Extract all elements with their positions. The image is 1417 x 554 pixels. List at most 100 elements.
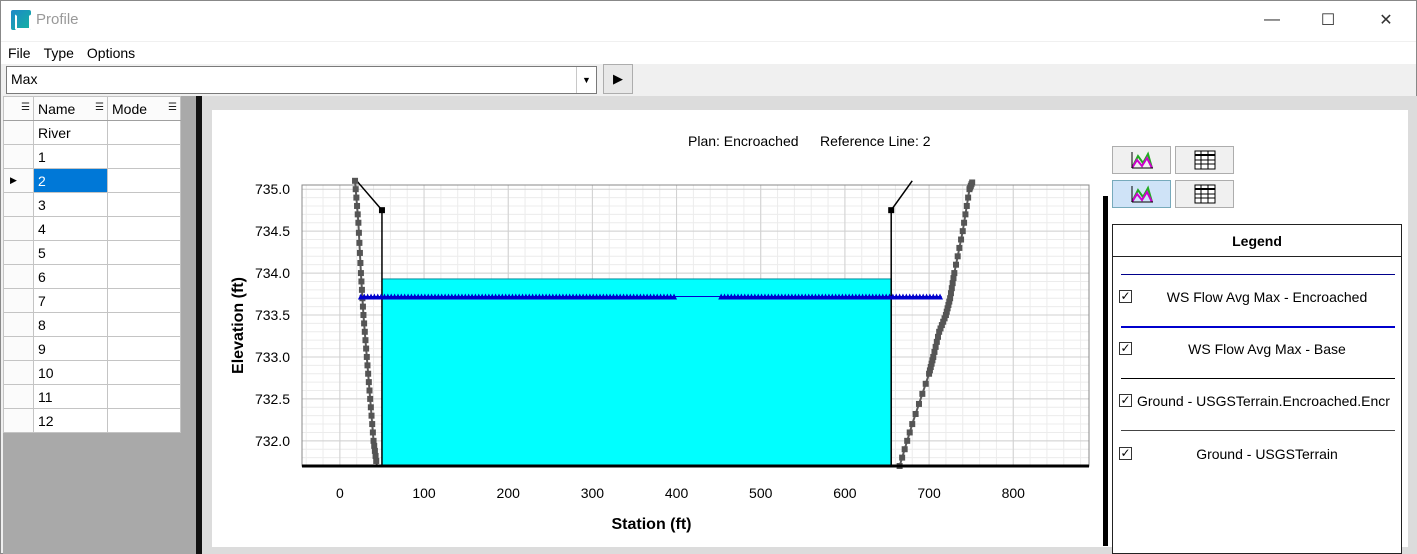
row-header[interactable] bbox=[3, 312, 34, 337]
cell-mode[interactable] bbox=[107, 408, 181, 433]
table-row[interactable]: ▶ 2 bbox=[3, 168, 181, 193]
table-row[interactable]: 10 bbox=[3, 360, 181, 385]
row-header[interactable] bbox=[3, 216, 34, 241]
cell-name[interactable]: 2 bbox=[33, 168, 108, 193]
cell-name[interactable]: 12 bbox=[33, 408, 108, 433]
ground-terrain-point bbox=[369, 421, 376, 428]
cell-name[interactable]: 7 bbox=[33, 288, 108, 313]
table-view-button[interactable] bbox=[1175, 146, 1234, 174]
current-row-icon: ▶ bbox=[10, 175, 17, 185]
chevron-down-icon[interactable]: ▼ bbox=[576, 67, 596, 93]
table-row[interactable]: River bbox=[3, 120, 181, 145]
table-view-button-secondary[interactable] bbox=[1175, 180, 1234, 208]
y-tick-label: 735.0 bbox=[255, 181, 290, 197]
cell-name[interactable]: 3 bbox=[33, 192, 108, 217]
legend-label: Ground - USGSTerrain.Encroached.Encr bbox=[1137, 393, 1390, 409]
cell-mode[interactable] bbox=[107, 336, 181, 361]
row-header[interactable] bbox=[3, 120, 34, 145]
cell-name[interactable]: 1 bbox=[33, 144, 108, 169]
column-header-name[interactable]: Name ☰ bbox=[33, 96, 108, 121]
x-tick-label: 0 bbox=[336, 485, 344, 501]
cell-mode[interactable] bbox=[107, 360, 181, 385]
cell-mode[interactable] bbox=[107, 264, 181, 289]
cell-name[interactable]: 6 bbox=[33, 264, 108, 289]
row-header[interactable] bbox=[3, 384, 34, 409]
cell-mode[interactable] bbox=[107, 168, 181, 193]
profile-select[interactable]: Max ▼ bbox=[6, 66, 597, 94]
y-tick-label: 734.0 bbox=[255, 265, 290, 281]
panel-splitter[interactable] bbox=[196, 96, 202, 554]
cell-name[interactable]: 9 bbox=[33, 336, 108, 361]
cross-section-grid: ☰ Name ☰ Mode ☰ River 1 ▶ 2 3 4 5 6 7 8 9 10 11 12 bbox=[3, 96, 196, 554]
row-header[interactable] bbox=[3, 336, 34, 361]
cell-mode[interactable] bbox=[107, 192, 181, 217]
table-row[interactable]: 3 bbox=[3, 192, 181, 217]
menu-file[interactable]: File bbox=[8, 45, 31, 61]
cell-mode[interactable] bbox=[107, 312, 181, 337]
legend-entry: ✓ WS Flow Avg Max - Encroached bbox=[1113, 288, 1401, 310]
ground-terrain-point bbox=[922, 380, 929, 387]
cell-mode[interactable] bbox=[107, 240, 181, 265]
row-header[interactable] bbox=[3, 144, 34, 169]
ground-terrain-point bbox=[352, 186, 359, 193]
close-button[interactable]: ✕ bbox=[1379, 12, 1393, 29]
chart-panel: Plan: Encroached Reference Line: 2 0 100 2… bbox=[202, 96, 1417, 554]
cell-mode[interactable] bbox=[107, 384, 181, 409]
table-row[interactable]: 11 bbox=[3, 384, 181, 409]
legend-checkbox[interactable]: ✓ bbox=[1119, 393, 1132, 407]
chart-icon bbox=[1130, 151, 1153, 169]
ground-terrain-point bbox=[363, 353, 370, 360]
cell-mode[interactable] bbox=[107, 144, 181, 169]
legend-checkbox[interactable]: ✓ bbox=[1119, 446, 1132, 460]
play-button[interactable]: ▶ bbox=[603, 64, 633, 94]
legend-label: Ground - USGSTerrain bbox=[1196, 446, 1338, 462]
x-tick-label: 800 bbox=[1002, 485, 1026, 501]
table-row[interactable]: 7 bbox=[3, 288, 181, 313]
row-header[interactable]: ▶ bbox=[3, 168, 34, 193]
menu-type[interactable]: Type bbox=[43, 45, 74, 61]
cell-name[interactable]: 5 bbox=[33, 240, 108, 265]
cell-mode[interactable] bbox=[107, 120, 181, 145]
menu-options[interactable]: Options bbox=[86, 45, 136, 61]
ground-terrain-point bbox=[950, 275, 957, 282]
table-row[interactable]: 12 bbox=[3, 408, 181, 433]
row-header[interactable] bbox=[3, 240, 34, 265]
cell-name[interactable]: 10 bbox=[33, 360, 108, 385]
water-surface-base-point bbox=[671, 293, 678, 300]
cell-name[interactable]: 4 bbox=[33, 216, 108, 241]
cell-name[interactable]: River bbox=[33, 120, 108, 145]
cross-section-table: ☰ Name ☰ Mode ☰ River 1 ▶ 2 3 4 5 6 7 8 9 10 11 12 bbox=[3, 96, 181, 433]
ground-terrain-point bbox=[969, 179, 976, 186]
legend-checkbox[interactable]: ✓ bbox=[1119, 341, 1132, 355]
ground-terrain-point bbox=[365, 379, 372, 386]
y-axis-label: Elevation (ft) bbox=[230, 277, 247, 374]
ground-terrain-point bbox=[371, 447, 378, 454]
table-row[interactable]: 9 bbox=[3, 336, 181, 361]
table-row[interactable]: 1 bbox=[3, 144, 181, 169]
cell-mode[interactable] bbox=[107, 288, 181, 313]
ground-terrain-point bbox=[943, 308, 950, 315]
table-row[interactable]: 4 bbox=[3, 216, 181, 241]
row-header[interactable] bbox=[3, 288, 34, 313]
row-header[interactable] bbox=[3, 408, 34, 433]
chart-view-button-secondary[interactable] bbox=[1112, 180, 1171, 208]
legend-checkbox[interactable]: ✓ bbox=[1119, 289, 1132, 303]
ground-terrain-point bbox=[926, 370, 933, 377]
table-row[interactable]: 8 bbox=[3, 312, 181, 337]
app-icon bbox=[11, 10, 31, 30]
chart-view-button[interactable] bbox=[1112, 146, 1171, 174]
column-header-mode[interactable]: Mode ☰ bbox=[107, 96, 181, 121]
grid-corner[interactable]: ☰ bbox=[3, 96, 34, 121]
x-tick-label: 500 bbox=[749, 485, 773, 501]
cell-mode[interactable] bbox=[107, 216, 181, 241]
minimize-button[interactable]: — bbox=[1264, 11, 1280, 28]
row-header[interactable] bbox=[3, 264, 34, 289]
row-header[interactable] bbox=[3, 360, 34, 385]
cell-name[interactable]: 8 bbox=[33, 312, 108, 337]
table-row[interactable]: 5 bbox=[3, 240, 181, 265]
table-row[interactable]: 6 bbox=[3, 264, 181, 289]
row-header[interactable] bbox=[3, 192, 34, 217]
ground-terrain-point bbox=[354, 202, 361, 209]
cell-name[interactable]: 11 bbox=[33, 384, 108, 409]
maximize-button[interactable]: ☐ bbox=[1320, 12, 1336, 29]
